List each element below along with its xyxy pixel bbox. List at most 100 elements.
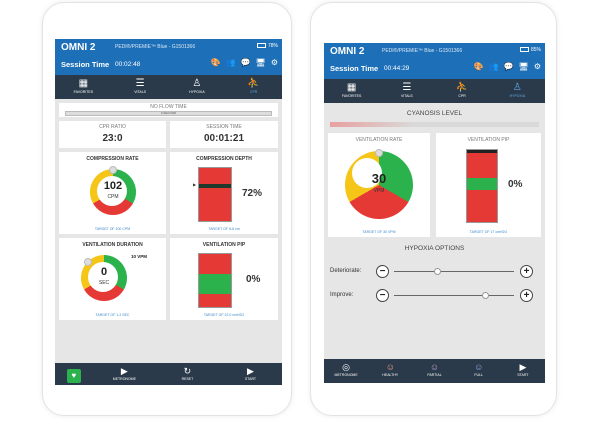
no-flow-bar: 0 SECOND <box>65 111 272 116</box>
compression-depth-card: COMPRESSION DEPTH ▶ 72% TARGET OF 5-6 cm <box>170 152 278 234</box>
header-icons: 🎨 👥 💬 🖥 ⚙ <box>211 58 278 67</box>
palette-icon[interactable]: 🎨 <box>210 58 221 67</box>
improve-slider-thumb[interactable] <box>482 292 489 299</box>
hypoxia-figure-icon: ♙ <box>512 82 522 93</box>
battery-indicator: 78% <box>256 43 278 49</box>
gear-icon[interactable]: ⚙ <box>270 58 278 67</box>
left-tabbar: ▦ FAVORITES ☰ VITALS ♙ HYPOXIA ⛹ CPR <box>55 75 282 99</box>
ventilation-pip-card: VENTILATION PIP 0% TARGET OF 17 cmH2O <box>436 133 541 237</box>
ventilation-rate-target: TARGET OF 30 VPM <box>362 230 396 234</box>
cyanosis-label: CYANOSIS LEVEL <box>406 110 463 117</box>
no-flow-value: 0 SECOND <box>160 111 177 115</box>
reset-button[interactable]: ↻ RESET <box>156 363 219 385</box>
session-time-card-value: 00:01:21 <box>203 133 245 144</box>
improve-minus-button[interactable]: − <box>376 289 389 302</box>
reset-icon: ↻ <box>183 366 192 376</box>
sliders-icon: ☰ <box>135 78 145 89</box>
improve-plus-button[interactable]: + <box>520 289 533 302</box>
ventilation-rate-gauge: 30 VPM <box>345 149 413 219</box>
monitor-icon[interactable]: 🖥 <box>518 62 529 71</box>
hypoxia-options-section: HYPOXIA OPTIONS Deteriorate: − + Improve… <box>324 241 545 331</box>
right-screen: OMNI 2 PEDI®/PREMIE™ Blue - G1501366 85%… <box>324 43 545 383</box>
tab-vitals[interactable]: ☰ VITALS <box>379 79 434 103</box>
full-button[interactable]: ☺ FULL <box>457 359 501 383</box>
ventilation-pip-title: VENTILATION PIP <box>467 137 510 143</box>
pip-top-mark <box>467 150 497 153</box>
ventilation-rate-card: VENTILATION RATE 30 VPM TARGET OF 30 VPM <box>328 133 430 237</box>
metronome-button[interactable]: ◎ METRONOME <box>324 359 368 383</box>
left-screen: OMNI 2 PEDI®/PREMIE™ Blue - G1501366 78%… <box>55 39 282 385</box>
compression-rate-unit: CPM <box>107 194 119 200</box>
chat-icon[interactable]: 💬 <box>503 62 514 71</box>
tab-hypoxia[interactable]: ♙ HYPOXIA <box>490 79 545 103</box>
ventilation-duration-title: VENTILATION DURATION <box>82 242 143 248</box>
vpm-badge: 10 VPM <box>131 254 148 259</box>
baby-full-icon: ☺ <box>474 362 484 372</box>
healthy-button[interactable]: ☺ HEALTHY <box>368 359 412 383</box>
compression-depth-bar <box>198 167 232 222</box>
compression-rate-value: 102 <box>103 180 123 192</box>
start-button[interactable]: ▶ START <box>219 363 282 385</box>
start-button[interactable]: ▶ START <box>501 359 545 383</box>
tab-favorites[interactable]: ▦ FAVORITES <box>324 79 379 103</box>
device-name: OMNI 2 <box>330 46 365 57</box>
depth-marker-icon: ▶ <box>193 182 197 187</box>
partial-button[interactable]: ☺ PARTIAL <box>412 359 456 383</box>
compression-rate-title: COMPRESSION RATE <box>86 156 139 162</box>
ventilation-pip-target: TARGET OF 22.0 cmH2O <box>203 313 245 317</box>
battery-icon <box>519 47 529 52</box>
ventilation-duration-gauge: 0 SEC <box>81 255 127 301</box>
metronome-button[interactable]: ▶ METRONOME <box>93 363 156 385</box>
monitor-icon[interactable]: 🖥 <box>255 58 266 67</box>
battery-indicator: 85% <box>519 47 541 53</box>
gauge-knob <box>84 258 92 266</box>
heart-logo-icon: ♥ <box>66 369 81 383</box>
metronome-icon: ◎ <box>342 362 351 372</box>
session-time-label: Session Time <box>61 60 110 69</box>
pip-target-zone <box>467 178 497 190</box>
deteriorate-minus-button[interactable]: − <box>376 265 389 278</box>
ventilation-duration-target: TARGET OF 1-2 SEC <box>95 313 130 317</box>
improve-label: Improve: <box>330 292 354 298</box>
tab-cpr[interactable]: ⛹ CPR <box>225 75 282 99</box>
baby-healthy-icon: ☺ <box>385 362 395 372</box>
header-icons: 🎨 👥 💬 🖥 ⚙ <box>474 62 541 71</box>
battery-icon <box>256 43 266 48</box>
left-bottombar: ♥ ▶ METRONOME ↻ RESET ▶ START <box>55 363 282 385</box>
tab-favorites[interactable]: ▦ FAVORITES <box>55 75 112 99</box>
baby-partial-icon: ☺ <box>429 362 440 372</box>
ventilation-duration-card: VENTILATION DURATION 0 SEC 10 VPM TARGET… <box>59 238 166 320</box>
ventilation-pip-card: VENTILATION PIP 0% TARGET OF 22.0 cmH2O <box>170 238 278 320</box>
palette-icon[interactable]: 🎨 <box>473 62 484 71</box>
logo-button[interactable]: ♥ <box>55 363 93 385</box>
session-time-label: Session Time <box>330 64 379 73</box>
ventilation-pip-target: TARGET OF 17 cmH2O <box>469 230 508 234</box>
users-icon[interactable]: 👥 <box>488 62 499 71</box>
right-tabbar: ▦ FAVORITES ☰ VITALS ⛹ CPR ♙ HYPOXIA <box>324 79 545 103</box>
right-tablet: OMNI 2 PEDI®/PREMIE™ Blue - G1501366 85%… <box>310 2 557 416</box>
sliders-icon: ☰ <box>402 82 412 93</box>
session-time-card-label: SESSION TIME <box>206 124 242 130</box>
ventilation-rate-unit: VPM <box>373 188 385 194</box>
users-icon[interactable]: 👥 <box>225 58 236 67</box>
left-header: OMNI 2 PEDI®/PREMIE™ Blue - G1501366 78%… <box>55 39 282 75</box>
hypoxia-figure-icon: ♙ <box>192 78 202 89</box>
chat-icon[interactable]: 💬 <box>240 58 251 67</box>
tab-cpr[interactable]: ⛹ CPR <box>435 79 490 103</box>
gauge-knob <box>375 149 383 157</box>
gear-icon[interactable]: ⚙ <box>533 62 541 71</box>
cpr-ratio-label: CPR RATIO <box>99 124 126 130</box>
deteriorate-slider-thumb[interactable] <box>434 268 441 275</box>
depth-target-zone <box>199 184 231 188</box>
no-flow-card: NO FLOW TIME 0 SECOND <box>59 103 278 117</box>
compression-depth-title: COMPRESSION DEPTH <box>196 156 252 162</box>
tab-hypoxia[interactable]: ♙ HYPOXIA <box>169 75 226 99</box>
compression-rate-target: TARGET OF 100 CPM <box>94 227 131 231</box>
ventilation-pip-title: VENTILATION PIP <box>202 242 246 248</box>
deteriorate-plus-button[interactable]: + <box>520 265 533 278</box>
tab-vitals[interactable]: ☰ VITALS <box>112 75 169 99</box>
cyanosis-section: CYANOSIS LEVEL <box>324 107 545 141</box>
ventilation-pip-bar <box>198 253 232 308</box>
play-icon: ▶ <box>120 366 128 376</box>
pip-target-zone <box>199 274 231 294</box>
